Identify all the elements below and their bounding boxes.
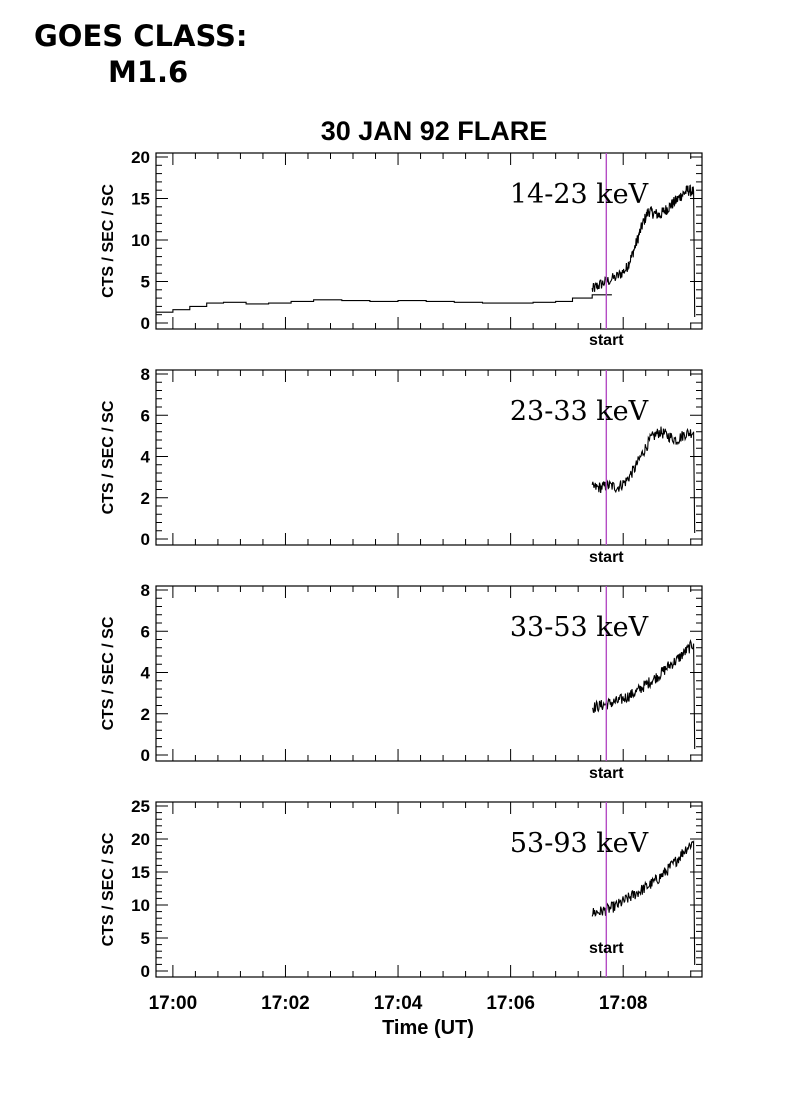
y-tick-label: 2 [141,489,150,508]
panel-4: 0 5 10 15 20 25 CTS / SEC / SC start 53-93 keV 17… [100,797,703,1014]
y-tick-label: 15 [131,863,150,882]
energy-band-label: 23-33 keV [510,396,649,427]
start-marker-label: start [589,332,624,349]
start-marker-label: start [589,765,624,782]
start-marker-label: start [589,940,624,957]
series-line-2 [591,184,696,318]
y-tick-label: 8 [141,581,150,600]
y-tick-label: 6 [141,622,150,641]
y-axis-label: CTS / SEC / SC [100,184,117,298]
x-tick-label: 17:02 [261,993,310,1014]
x-axis-title: Time (UT) [382,1017,474,1039]
y-tick-label: 2 [141,705,150,724]
panel-frame [155,801,703,978]
series-line-1 [156,294,612,313]
energy-band-label: 14-23 keV [510,179,649,210]
y-tick-label: 10 [131,896,150,915]
y-axis-label: CTS / SEC / SC [100,832,117,946]
y-axis-label: CTS / SEC / SC [100,616,117,730]
y-tick-label: 20 [131,830,150,849]
chart-title: 30 JAN 92 FLARE [321,116,548,146]
energy-band-label: 53-93 keV [510,828,649,859]
y-tick-label: 4 [141,448,151,467]
series-line-1 [591,839,696,966]
panel-2: 0 2 4 6 8 CTS / SEC / SC start 23-33 keV [100,365,703,566]
panel-1: 0 5 10 15 20 CTS / SEC / SC start 14-23 keV [100,148,703,349]
panel-frame [155,152,703,330]
x-tick-label: 17:08 [599,993,648,1014]
start-marker-label: start [589,549,624,566]
y-tick-label: 4 [141,664,151,683]
goes-class-heading: GOES CLASS: [34,19,248,53]
y-tick-label: 20 [131,148,150,167]
series-line-1 [592,638,696,750]
goes-class-value: M1.6 [108,55,189,89]
series-line-1 [591,426,696,534]
goes-class-label: GOES CLASS: M1.6 [34,18,248,90]
y-tick-label: 0 [141,314,150,333]
y-tick-label: 5 [141,929,150,948]
panel-3: 0 2 4 6 8 CTS / SEC / SC start 33-53 keV [100,581,703,782]
y-tick-label: 0 [141,962,150,981]
y-tick-label: 25 [131,797,150,816]
y-tick-label: 10 [131,231,150,250]
y-tick-label: 0 [141,530,150,549]
y-tick-label: 0 [141,746,150,765]
y-axis-label: CTS / SEC / SC [100,400,117,514]
energy-band-label: 33-53 keV [510,612,649,643]
y-tick-label: 6 [141,406,150,425]
x-tick-label: 17:06 [486,993,535,1014]
panel-frame [155,369,703,546]
y-tick-label: 15 [131,190,150,209]
x-tick-label: 17:04 [374,993,423,1014]
panel-frame [155,585,703,762]
y-tick-label: 8 [141,365,150,384]
y-tick-label: 5 [141,273,150,292]
x-tick-label: 17:00 [149,993,198,1014]
